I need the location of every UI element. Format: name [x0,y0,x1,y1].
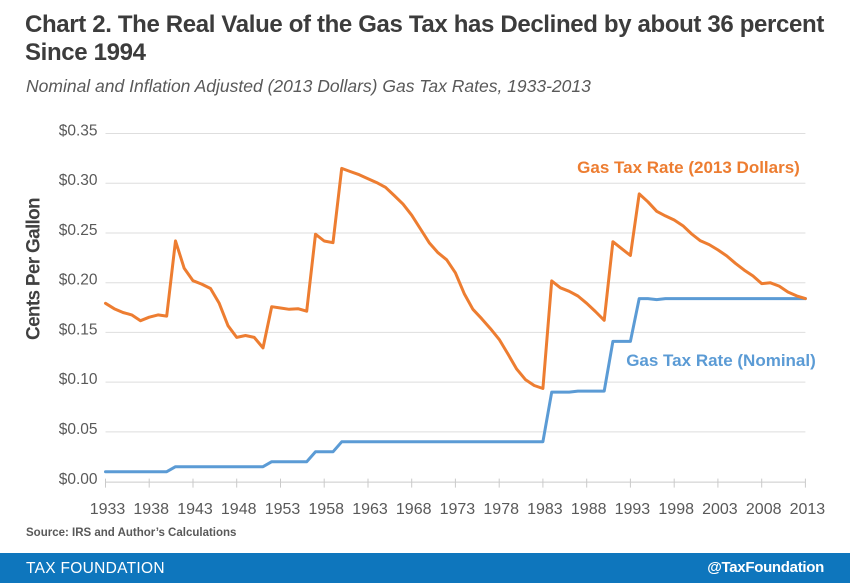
svg-text:2003: 2003 [702,501,738,518]
svg-text:$0.20: $0.20 [59,272,98,289]
svg-text:Cents Per Gallon: Cents Per Gallon [24,198,45,340]
svg-text:$0.05: $0.05 [59,421,98,438]
svg-text:1968: 1968 [396,501,432,518]
svg-text:1938: 1938 [133,501,169,518]
svg-text:1958: 1958 [308,501,344,518]
svg-text:1948: 1948 [221,501,257,518]
svg-text:$0.00: $0.00 [59,471,98,488]
svg-text:1988: 1988 [571,501,607,518]
svg-text:1983: 1983 [527,501,563,518]
svg-text:2008: 2008 [746,501,782,518]
svg-text:2013: 2013 [790,501,826,518]
svg-text:Gas Tax Rate (Nominal): Gas Tax Rate (Nominal) [626,351,816,370]
svg-text:$0.15: $0.15 [59,321,98,338]
svg-text:$0.10: $0.10 [59,371,98,388]
svg-text:$0.35: $0.35 [59,123,98,140]
svg-text:1993: 1993 [615,501,651,518]
svg-text:1943: 1943 [177,501,213,518]
svg-text:1973: 1973 [440,501,476,518]
svg-text:Gas Tax Rate (2013 Dollars): Gas Tax Rate (2013 Dollars) [577,158,800,177]
svg-text:1963: 1963 [352,501,388,518]
svg-text:1978: 1978 [483,501,519,518]
svg-text:1933: 1933 [90,501,126,518]
svg-text:1998: 1998 [658,501,694,518]
svg-text:$0.30: $0.30 [59,172,98,189]
svg-text:1953: 1953 [265,501,301,518]
svg-text:$0.25: $0.25 [59,222,98,239]
